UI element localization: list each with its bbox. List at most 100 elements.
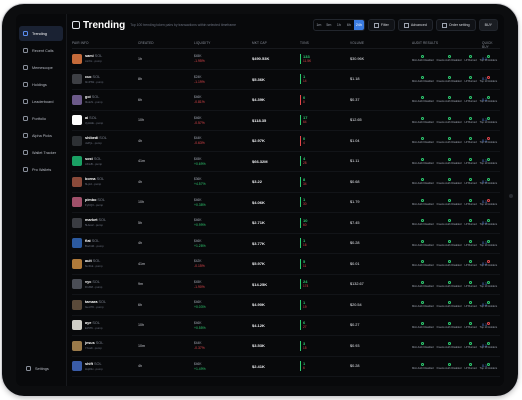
quick-buy-button[interactable]: 0.1 [482,241,487,246]
sidebar-item-pro-wallets[interactable]: Pro Wallets [19,162,63,177]
check-icon [447,75,451,79]
sidebar-item-holdings[interactable]: Holdings [19,77,63,92]
column-header[interactable]: AUDIT RESULTS [412,41,439,45]
audit-item: LP Burned [464,157,477,165]
sidebar-item-memescope[interactable]: Memescope [19,60,63,75]
column-header[interactable]: PAIR INFO [72,41,89,45]
table-row[interactable]: flatSOL Bo2mR...pump 4h $46K +1.28% $3.77K 1 16… [72,234,500,254]
liquidity-change: +4.57% [194,182,206,187]
txn-ratio-bar [300,217,301,228]
audit-results: Mint Auth Disabled Freeze Auth Disabled LP… [412,260,497,267]
lightning-icon [441,22,447,28]
pair-info: marketSOL 5Hwx2...pump [72,213,106,233]
sidebar-item-trending[interactable]: Trending [19,26,63,41]
table-row[interactable]: jesusSOL 7Jca9...pump 10m $44K -0.37% $3.53K 3… [72,336,500,357]
volume: $0.68 [350,179,360,184]
column-header[interactable]: VOLUME [350,41,365,45]
quick-buy-button[interactable]: 0.1 [482,220,487,225]
volume: $30.96K [350,56,365,61]
table-row[interactable]: cucSOL 9mPtW...pump 8h $24K -1.19% $5.36K 1 14 $… [72,70,500,90]
timeframe-6h[interactable]: 6h [346,23,351,27]
filter-button[interactable]: Filter [367,19,395,31]
timeframe-1m[interactable]: 1m [316,23,322,27]
column-header[interactable]: TXNS [300,41,309,45]
table-row[interactable]: marketSOL 5Hwx2...pump 5h $46K +0.99% $2.71K 1… [72,213,500,234]
table-row[interactable]: aiSOL 3yHHE...pump 10h $46K -0.57% $118.35 17 6… [72,111,500,131]
created-age: 10h [138,200,144,205]
column-header[interactable]: CREATED [138,41,154,45]
token-symbol: SOL [89,115,97,120]
market-cap: $4.06K [252,199,265,205]
liquidity-change: -0.37% [194,346,205,351]
quick-buy-button[interactable]: 0.1 [482,138,487,143]
check-icon [486,157,490,161]
quick-buy-button[interactable]: 0.1 [482,77,487,82]
column-header[interactable]: LIQUIDITY [194,41,211,45]
sidebar-item-settings[interactable]: Settings [22,361,53,376]
txn-sells: 27 [303,325,307,330]
table-row[interactable]: tamaraSOL GeU7K...pump 6h $46K +0.03% $4.90K 1… [72,295,500,316]
table-row[interactable]: shiftSOL HqR2v...pump 4h $46K +1.49% $2.41K 1 6… [72,357,500,377]
audit-item: Mint Auth Disabled [412,301,434,308]
quick-buy-button[interactable]: 0.1 [482,118,487,123]
audit-item: Top 10 Holders [480,280,497,288]
liquidity-value: $46K [194,320,202,325]
volume: $20.54 [350,302,362,307]
quick-buy-button[interactable]: 0.1 [482,159,487,164]
camera-dot [509,194,513,198]
table-row[interactable]: goiSOL 9kdoN...pump 6h $46K -0.81% $4.39K 0 8 $0… [72,90,500,111]
check-icon [421,55,425,59]
advanced-button[interactable]: Advanced [397,19,433,31]
quick-buy-button[interactable]: 0.1 [482,302,487,307]
liquidity-change: -0.57% [194,120,205,125]
pair-info: sostSOL AKiuB...pump [72,152,102,172]
audit-item: Top 10 Holders [480,219,497,226]
liquidity-value: $45K [194,54,202,59]
liquidity-change: +0.69% [194,161,206,166]
token-avatar [72,197,82,208]
check-icon [469,116,473,120]
quick-buy-button[interactable]: 0.1 [482,200,487,205]
order-setting-button[interactable]: Order setting [435,19,476,31]
liquidity-value: $46K [194,218,202,223]
liquidity-change: -0.81% [194,100,205,105]
timeframe-1h[interactable]: 1h [336,23,341,27]
table-row[interactable]: ayeSOL Ez5Tb...pump 10h $46K +0.55% $4.12K 6 27… [72,316,500,336]
table-row[interactable]: shibediSOL JwPjL...pump 4h $44K -0.63% $2.97K… [72,131,500,152]
token-avatar [72,94,82,105]
table-row[interactable]: samiSOL AsXtx...pump 1h $45K -1.95% $490.53K 1… [72,49,500,70]
quick-buy-button[interactable]: 0.1 [482,261,487,266]
buy-amount-button[interactable]: BUY [478,19,498,31]
table-row[interactable]: vycSOL DrdS8...pump 9m $45K -1.90% $14.25K 24 1… [72,275,500,295]
column-header[interactable]: MKT CAP [252,41,267,45]
sidebar-item-leaderboard[interactable]: Leaderboard [19,94,63,109]
quick-buy-button[interactable]: 0.1 [482,323,487,328]
table-row[interactable]: bornaSOL 6Lpid...pump 4h $36K +4.57% $3.22 8 34… [72,172,500,193]
audit-item: LP Burned [464,362,477,370]
audit-item: Top 10 Holders [480,137,497,144]
check-icon [469,321,473,325]
quick-buy-button[interactable]: 0.1 [482,56,487,61]
quick-buy-button[interactable]: 0.1 [482,179,487,184]
table-row[interactable]: aultSOL 6u4Gk...pump 41m $42K -0.15% $5.97K 5 1… [72,254,500,275]
txn-ratio-bar [300,340,301,351]
check-icon [421,75,425,79]
quick-buy-button[interactable]: 0.1 [482,343,487,348]
timeframe-5m[interactable]: 5m [326,23,332,27]
sidebar-item-recent-calls[interactable]: Recent Calls [19,43,63,58]
pair-info: flatSOL Bo2mR...pump [72,234,104,254]
sidebar-item-alpha-picks[interactable]: Alpha Picks [19,128,63,143]
sidebar-item-wallet-tracker[interactable]: Wallet Tracker [19,145,63,160]
liquidity-value: $45K [194,279,202,284]
table-row[interactable]: pimboSOL FyKQ3...pump 10h $46K +0.38% $4.06K 1… [72,193,500,213]
quick-buy-button[interactable]: 0.1 [482,364,487,369]
quick-buy-button[interactable]: 0.1 [482,97,487,102]
sidebar-item-portfolio[interactable]: Portfolio [19,111,63,126]
check-icon [447,178,451,182]
table-row[interactable]: sostSOL AKiuB...pump 41m $45K +0.69% $66.32M 4… [72,152,500,172]
check-icon [447,280,451,284]
nav-icon [23,65,28,70]
timeframe-24h[interactable]: 24h [353,20,364,30]
volume: $0.01 [350,261,360,266]
quick-buy-button[interactable]: 0.1 [482,282,487,287]
